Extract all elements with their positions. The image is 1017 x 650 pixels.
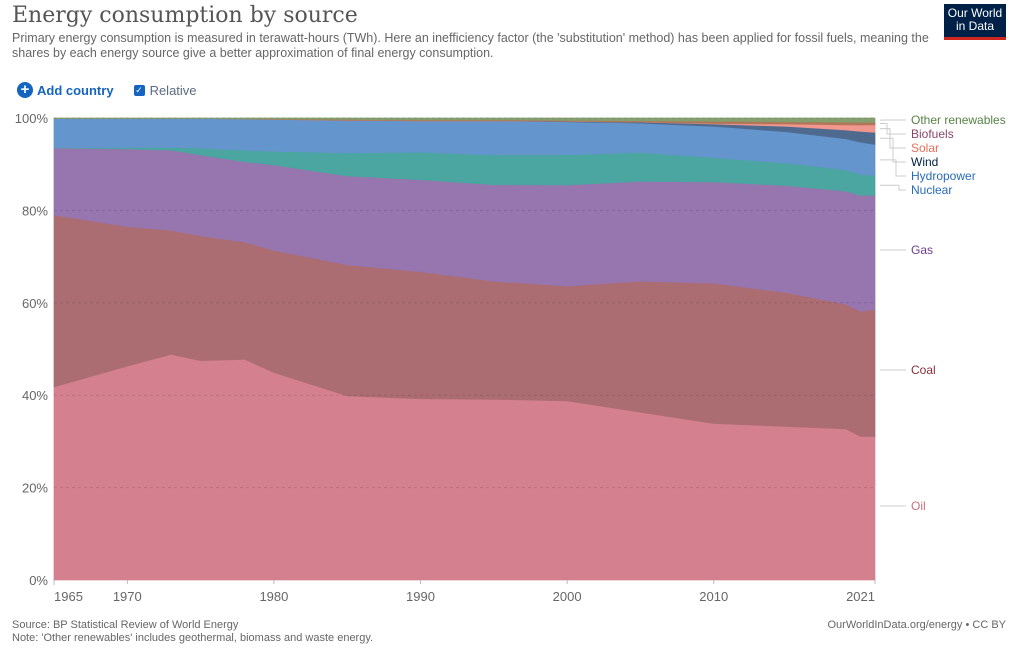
chart-title: Energy consumption by source [12, 3, 358, 28]
chart-footer-left: Source: BP Statistical Review of World E… [12, 619, 373, 645]
legend-item-other-renewables[interactable]: Other renewables [880, 113, 1006, 127]
y-tick-label: 40% [22, 388, 48, 403]
chart-subtitle: Primary energy consumption is measured i… [12, 31, 929, 60]
x-axis: 1965 1970 1980 1990 2000 2010 2021 [53, 580, 876, 604]
legend: Oil Coal Gas NuclearHydropowerWindSolarBiof… [880, 113, 1006, 513]
y-tick-label: 100% [15, 111, 49, 126]
source-text: Source: BP Statistical Review of World E… [12, 619, 239, 631]
legend-item-coal[interactable]: Coal [880, 363, 936, 377]
note-text: Note: 'Other renewables' includes geothe… [12, 632, 374, 644]
legend-item-nuclear[interactable]: Nuclear [880, 183, 952, 197]
legend-connector [880, 184, 906, 191]
legend-label: Coal [911, 363, 936, 377]
x-tick-label: 2010 [699, 589, 728, 604]
x-tick-label: 1965 [54, 589, 83, 604]
y-tick-label: 0% [29, 573, 48, 588]
x-tick-label: 1980 [259, 589, 288, 604]
legend-connector [880, 159, 906, 177]
legend-item-hydropower[interactable]: Hydropower [880, 159, 976, 183]
checkbox-checked-icon[interactable]: ✓ [133, 84, 145, 96]
legend-label: Other renewables [911, 113, 1006, 127]
legend-label: Oil [911, 499, 926, 513]
legend-item-gas[interactable]: Gas [880, 243, 933, 257]
x-tick-label: 1990 [406, 589, 435, 604]
y-tick-label: 60% [22, 296, 48, 311]
legend-connector [880, 123, 906, 135]
add-country-button[interactable]: + Add country [17, 82, 114, 98]
legend-item-solar[interactable]: Solar [880, 128, 939, 155]
logo-line-2: in Data [955, 19, 995, 33]
x-tick-label: 2021 [846, 589, 875, 604]
legend-label: Wind [911, 155, 938, 169]
area-layers [53, 117, 876, 581]
relative-toggle[interactable]: ✓ Relative [133, 82, 197, 98]
owid-logo[interactable]: Our World in Data [944, 4, 1006, 40]
add-country-label: Add country [37, 82, 114, 98]
legend-label: Solar [911, 141, 939, 155]
y-tick-label: 80% [22, 203, 48, 218]
legend-item-biofuels[interactable]: Biofuels [880, 123, 954, 142]
y-axis: 0% 20% 40% 60% 80% 100% [15, 111, 49, 588]
credit-link[interactable]: OurWorldInData.org/energy • CC BY [827, 619, 1007, 631]
plus-circle-icon: + [17, 82, 33, 98]
x-tick-label: 1970 [113, 589, 142, 604]
legend-connector [880, 137, 906, 163]
legend-item-oil[interactable]: Oil [880, 499, 926, 513]
chart-controls: + Add country ✓ Relative [17, 82, 197, 98]
y-tick-label: 20% [22, 481, 48, 496]
area-other-renewables[interactable] [53, 117, 876, 123]
legend-item-wind[interactable]: Wind [880, 137, 938, 169]
grid-lines [54, 117, 875, 489]
legend-connector [880, 128, 906, 149]
legend-label: Hydropower [911, 169, 976, 183]
x-tick-label: 2000 [553, 589, 582, 604]
relative-label: Relative [149, 82, 197, 98]
legend-label: Biofuels [911, 127, 954, 141]
legend-label: Nuclear [911, 183, 952, 197]
logo-line-1: Our World [947, 6, 1003, 20]
legend-label: Gas [911, 243, 933, 257]
